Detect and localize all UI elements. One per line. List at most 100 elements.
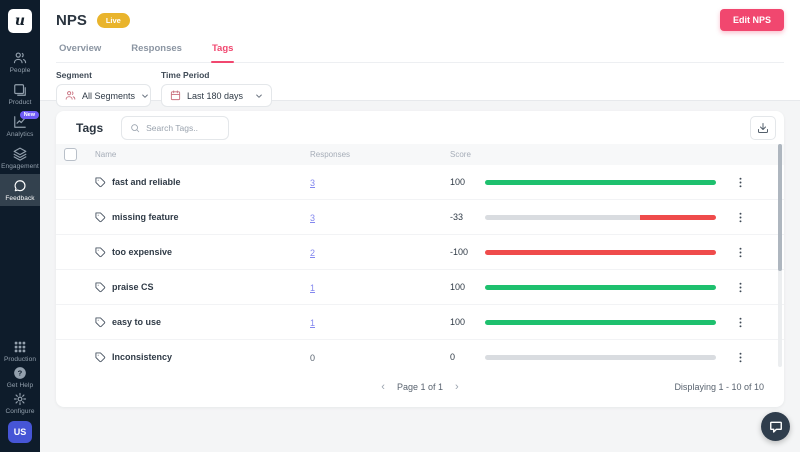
responses-link[interactable]: 1 [310,318,316,328]
table-row[interactable]: easy to use 1 100 [56,305,784,340]
scrollbar-track[interactable] [778,144,782,367]
chevron-down-icon [255,92,263,100]
sidebar-item-label: Feedback [5,194,35,202]
kebab-menu-icon[interactable] [734,211,747,224]
tab-overview[interactable]: Overview [59,43,102,54]
sidebar-item-feedback[interactable]: Feedback [0,174,40,206]
displaying-count: Displaying 1 - 10 of 10 [674,382,764,392]
score-bar [485,354,716,360]
table-row[interactable]: fast and reliable 3 100 [56,165,784,200]
kebab-menu-icon[interactable] [734,316,747,329]
score-bar-segment-green [485,319,716,325]
score-value: 100 [450,317,466,327]
score-bar [485,319,716,325]
responses-link[interactable]: 3 [310,178,316,188]
score-value: 100 [450,282,466,292]
time-period-filter: Time Period Last 180 days [161,70,272,107]
tag-name: easy to use [112,317,162,327]
sidebar-bottom-nav: Production ? Get Help Configure US [0,338,40,452]
sidebar-item-analytics[interactable]: New Analytics [0,110,40,142]
segment-filter: Segment All Segments [56,70,151,107]
userpilot-logo[interactable]: u [8,9,32,33]
user-avatar[interactable]: US [8,421,32,443]
main-area: NPS Live Edit NPS Overview Responses Tag… [40,0,800,452]
sidebar-item-configure[interactable]: Configure [0,390,40,416]
score-bar-segment-gray [485,214,640,220]
segment-dropdown[interactable]: All Segments [56,84,151,107]
sidebar-item-people[interactable]: People [0,46,40,78]
sidebar-item-engagement[interactable]: Engagement [0,142,40,174]
tag-name: too expensive [112,247,173,257]
score-bar-segment-gray [485,354,716,360]
search-input[interactable] [146,122,221,133]
table-row[interactable]: praise CS 1 100 [56,270,784,305]
svg-text:?: ? [18,368,23,377]
score-bar [485,214,716,220]
select-all-checkbox[interactable] [64,148,77,161]
table-body: fast and reliable 3 100 missing feature … [56,165,784,367]
responses-link: 0 [310,353,316,363]
chat-bubble-icon [769,421,782,433]
page-header: NPS Live Edit NPS Overview Responses Tag… [40,0,800,107]
tab-responses[interactable]: Responses [131,43,182,54]
score-value: 0 [450,352,456,362]
analytics-icon [14,115,26,128]
content-area: Tags Name Responses Score [40,101,800,452]
tag-name: Inconsistency [112,352,173,362]
score-value: -33 [450,212,464,222]
edit-nps-button[interactable]: Edit NPS [719,9,784,31]
sidebar-item-label: Get Help [6,381,34,389]
search-box [121,115,230,140]
score-value: -100 [450,247,469,257]
tag-icon [95,176,106,187]
responses-link[interactable]: 2 [310,248,316,258]
sidebar-item-product[interactable]: Product [0,78,40,110]
score-bar [485,179,716,185]
prev-page-icon[interactable]: ‹ [381,380,385,393]
tag-name: praise CS [112,282,154,292]
calendar-icon [170,90,181,101]
export-button[interactable] [750,115,776,140]
kebab-menu-icon[interactable] [734,176,747,189]
card-title: Tags [76,120,104,135]
responses-link[interactable]: 1 [310,283,316,293]
tag-icon [95,351,106,362]
score-bar-segment-red [639,214,716,220]
score-value: 100 [450,177,466,187]
table-row[interactable]: Inconsistency 0 0 [56,340,784,367]
sidebar: u People Product New Analytics Engagemen… [0,0,40,452]
chat-launcher-button[interactable] [761,412,790,441]
filter-bar: Segment All Segments Time Period Last 18… [56,70,784,107]
table-row[interactable]: missing feature 3 -33 [56,200,784,235]
responses-link[interactable]: 3 [310,213,316,223]
column-header-score: Score [450,150,471,159]
column-header-responses: Responses [310,150,351,159]
product-icon [14,83,26,96]
time-period-dropdown[interactable]: Last 180 days [161,84,272,107]
next-page-icon[interactable]: › [455,380,459,393]
kebab-menu-icon[interactable] [734,246,747,259]
kebab-menu-icon[interactable] [734,281,747,294]
tag-icon [95,316,106,327]
chevron-down-icon [141,92,149,100]
kebab-menu-icon[interactable] [734,351,747,364]
table-row[interactable]: too expensive 2 -100 [56,235,784,270]
sidebar-item-label: People [9,66,31,74]
score-bar-segment-green [485,179,716,185]
tag-icon [95,211,106,222]
score-bar-segment-green [485,284,716,290]
search-icon [131,123,140,132]
tab-tags[interactable]: Tags [210,39,235,63]
column-header-name: Name [95,150,117,159]
sidebar-item-production[interactable]: Production [0,338,40,364]
sidebar-item-label: Product [8,98,32,106]
new-badge: New [19,111,39,119]
pagination: ‹ Page 1 of 1 › [381,380,459,393]
sidebar-item-label: Engagement [1,162,39,170]
segment-value: All Segments [82,90,136,101]
scrollbar-thumb[interactable] [778,144,782,271]
sidebar-nav: People Product New Analytics Engagement … [0,46,40,206]
time-period-value: Last 180 days [187,90,244,101]
sidebar-item-get-help[interactable]: ? Get Help [0,364,40,390]
download-icon [758,122,768,133]
